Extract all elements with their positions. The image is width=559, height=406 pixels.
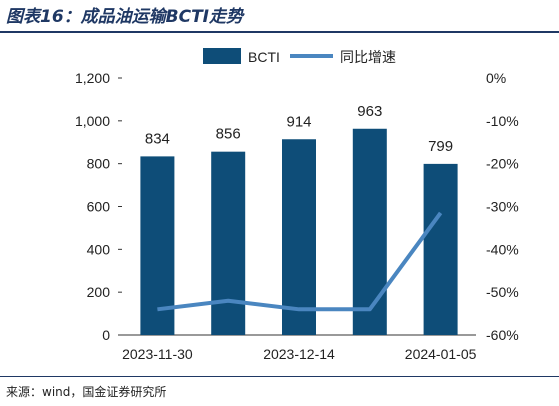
footer-divider (0, 376, 559, 377)
bar (140, 156, 175, 335)
bar-data-labels: 834 856 914 963 799 (145, 103, 453, 155)
legend: BCTI 同比增速 (203, 48, 396, 65)
left-tick-label: 1,000 (75, 113, 110, 129)
left-tick-label: 200 (87, 284, 111, 300)
right-tick-label: -20% (486, 156, 519, 172)
chart-area: BCTI 同比增速 0 200 400 600 800 1,000 1,200 0% -10%… (75, 48, 519, 362)
bar (423, 163, 458, 335)
right-tick-label: -60% (486, 327, 519, 343)
bar-value-label: 914 (286, 113, 311, 130)
bar-series (140, 128, 458, 335)
left-tick-label: 1,200 (75, 70, 110, 86)
bar (352, 128, 387, 335)
left-tick-label: 0 (102, 327, 110, 343)
bar (211, 151, 246, 335)
x-tick-label: 2023-11-30 (122, 346, 193, 362)
right-tick-label: 0% (486, 70, 506, 86)
right-axis: 0% -10% -20% -30% -40% -50% -60% (486, 70, 519, 343)
left-axis: 0 200 400 600 800 1,000 1,200 (75, 70, 122, 343)
line-series (157, 211, 443, 312)
chart-title: 图表16：成品油运输BCTI走势 (6, 7, 244, 27)
left-tick-label: 400 (87, 241, 111, 257)
right-tick-label: -50% (486, 284, 519, 300)
legend-label-bcti: BCTI (248, 49, 280, 65)
bar-value-label: 799 (428, 138, 453, 155)
title-divider (0, 31, 559, 33)
left-tick-label: 800 (87, 156, 111, 172)
legend-swatch-bcti (203, 48, 241, 64)
source-note: 来源：wind，国金证券研究所 (6, 385, 167, 399)
right-tick-label: -10% (486, 113, 519, 129)
bar-value-label: 834 (145, 130, 170, 147)
bar-value-label: 963 (357, 103, 382, 120)
right-tick-label: -40% (486, 241, 519, 257)
x-tick-label: 2024-01-05 (405, 346, 477, 362)
x-axis-ticks: 2023-11-30 2023-12-14 2024-01-05 (122, 346, 477, 362)
bar-value-label: 856 (216, 126, 241, 143)
bar (282, 139, 316, 335)
legend-label-yoy: 同比增速 (340, 49, 396, 65)
right-tick-label: -30% (486, 199, 519, 215)
x-tick-label: 2023-12-14 (263, 346, 335, 362)
left-tick-label: 600 (87, 199, 111, 215)
